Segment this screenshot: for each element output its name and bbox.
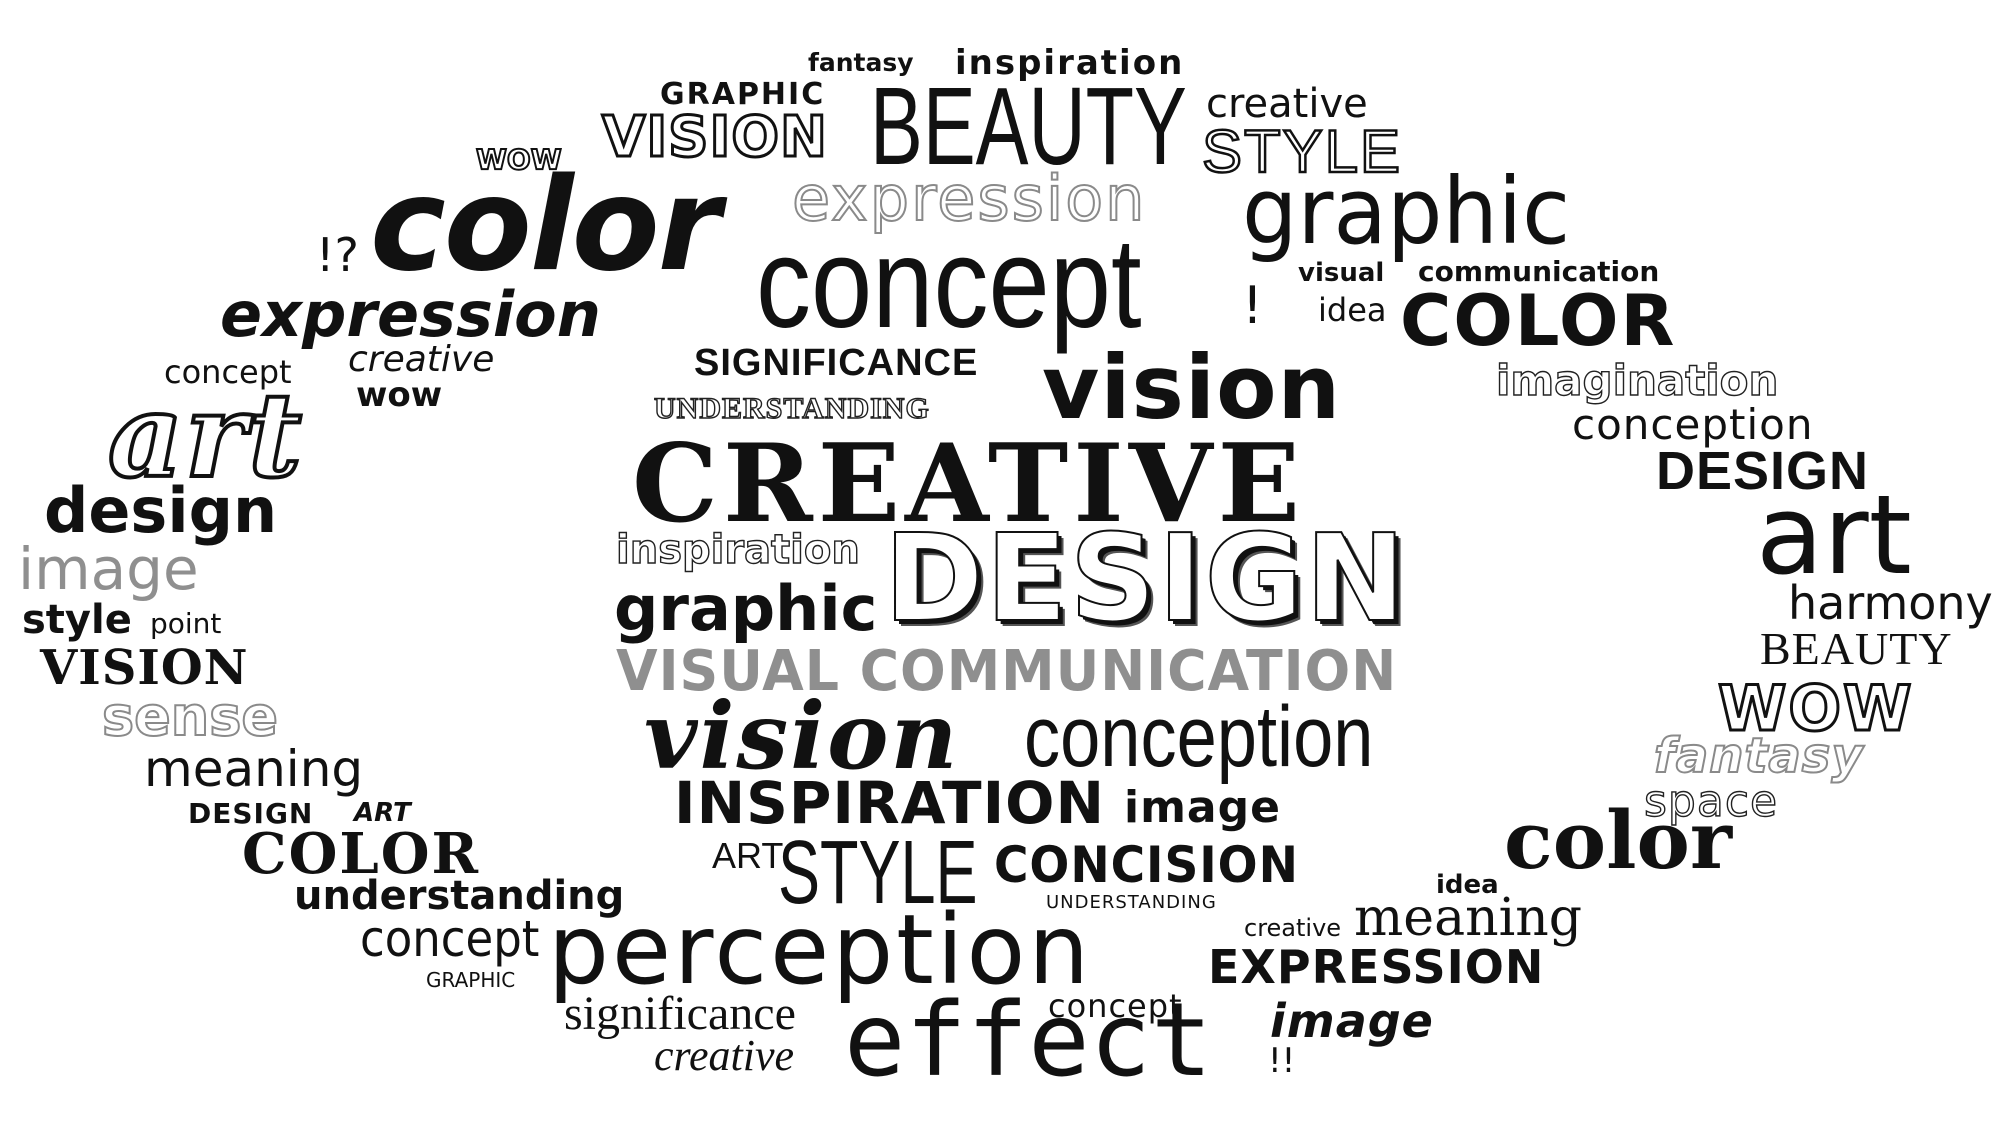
word-graphic-mid: graphic [614, 572, 878, 645]
word-exclaim-single: ! [1242, 276, 1263, 336]
word-wow-left: wow [356, 375, 443, 415]
word-concept-small-bottom: concept [1048, 987, 1183, 1025]
word-concept-left: concept [164, 353, 292, 391]
word-style-caps-center: STYLE [778, 823, 978, 923]
word-style-left: style [22, 597, 132, 643]
word-design-left: design [44, 474, 278, 547]
word-color-caps-left: COLOR [242, 821, 481, 887]
word-concept-big: concept [756, 212, 1142, 355]
word-imagination: imagination [1495, 356, 1779, 405]
word-vision-caps-top: VISION [601, 105, 829, 170]
word-fantasy-top: fantasy [808, 48, 914, 77]
word-creative-caps-center: CREATIVE [632, 421, 1305, 547]
word-wow-caps-right: WOW [1716, 672, 1914, 745]
word-vision-mid: vision [1042, 336, 1342, 439]
word-art-caps-small: ART [354, 798, 411, 828]
word-style-caps-top: STYLE [1201, 118, 1403, 185]
word-meaning-left: meaning [144, 740, 364, 798]
word-vision-center: vision [644, 682, 960, 790]
word-beauty-caps-top: BEAUTY [870, 65, 1187, 188]
word-fantasy-right: fantasy [1653, 728, 1864, 784]
word-creative-bottom-right: creative [1244, 914, 1342, 942]
word-color-big: color [370, 151, 721, 300]
word-inspiration-top: inspiration [955, 43, 1185, 83]
word-idea-bottom: idea [1436, 870, 1499, 900]
word-visual-communication-caps: VISUAL COMMUNICATION [616, 639, 1398, 704]
word-graphic-caps-top: GRAPHIC [660, 77, 826, 112]
word-expression-left: expression [220, 278, 601, 351]
word-graphic-big: graphic [1242, 158, 1571, 265]
word-design-caps-small: DESIGN [188, 797, 314, 830]
word-expression-caps: EXPRESSION [1208, 940, 1545, 994]
word-art-right: art [1756, 471, 1912, 599]
word-art-caps-center: ART [712, 835, 784, 876]
word-concept-bottom-left: concept [360, 910, 540, 968]
word-creative-left: creative [348, 339, 495, 380]
word-understanding-caps: UNDERSTANDING [653, 392, 930, 425]
word-design-caps-center: DESIGN [883, 510, 1408, 649]
word-effect: effect [844, 981, 1213, 1100]
word-inspiration-caps: INSPIRATION [674, 769, 1106, 837]
word-image-bottom: image [1270, 994, 1434, 1048]
word-creative-bottom: creative [654, 1031, 795, 1080]
word-perception: perception [548, 894, 1093, 1006]
word-image-center: image [1124, 782, 1281, 833]
word-significance-caps: SIGNIFICANCE [694, 342, 979, 384]
word-color-right: color [1504, 793, 1732, 887]
word-conception-right: conception [1572, 400, 1814, 449]
word-understanding-caps-small: UNDERSTANDING [1046, 892, 1217, 913]
word-meaning-right: meaning [1354, 888, 1582, 948]
word-design-caps-right: DESIGN [1656, 441, 1870, 501]
word-expression-outline: expression [791, 162, 1147, 235]
word-space: space [1643, 776, 1779, 827]
word-point: point [150, 607, 222, 640]
word-significance-bottom: significance [564, 987, 796, 1040]
word-idea-right: idea [1318, 291, 1387, 329]
word-harmony: harmony [1788, 576, 1993, 630]
word-concision-caps: CONCISION [994, 836, 1299, 894]
word-color-caps-right: COLOR [1400, 280, 1677, 362]
word-communication-small: communication [1418, 255, 1660, 288]
word-inspiration-mid: inspiration [615, 527, 860, 573]
word-double-exclaim: !! [1268, 1041, 1296, 1081]
word-visual-small: visual [1298, 258, 1385, 288]
word-image-left: image [18, 535, 199, 603]
word-graphic-caps-small: GRAPHIC [426, 968, 516, 992]
word-understanding-left: understanding [294, 873, 625, 919]
word-vision-caps-left: VISION [40, 640, 249, 696]
word-creative-top-right: creative [1206, 81, 1368, 127]
word-beauty-caps-right: BEAUTY [1760, 623, 1953, 674]
word-sense: sense [101, 685, 279, 748]
word-wow-top-left: WOW [475, 143, 563, 176]
word-exclaim-question: !? [316, 228, 359, 282]
word-art-left: art [106, 368, 304, 504]
word-conception-center: conception [1024, 689, 1374, 785]
